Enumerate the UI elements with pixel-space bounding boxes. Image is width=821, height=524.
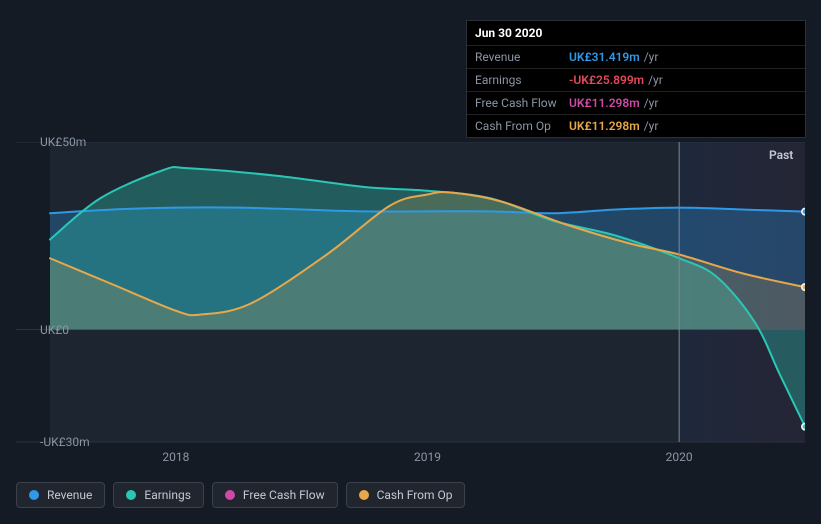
legend-label: Cash From Op bbox=[377, 488, 453, 502]
tooltip-row: RevenueUK£31.419m/yr bbox=[467, 46, 805, 68]
chart-container: Jun 30 2020 RevenueUK£31.419m/yrEarnings… bbox=[0, 0, 821, 524]
tooltip-row-label: Earnings bbox=[475, 73, 569, 87]
legend-item-fcf[interactable]: Free Cash Flow bbox=[212, 482, 338, 508]
legend-label: Free Cash Flow bbox=[243, 488, 325, 502]
legend-swatch bbox=[225, 490, 235, 500]
legend-label: Earnings bbox=[144, 488, 191, 502]
tooltip-row: Earnings-UK£25.899m/yr bbox=[467, 68, 805, 91]
tooltip-row: Cash From OpUK£11.298m/yr bbox=[467, 114, 805, 137]
tooltip-row-value: -UK£25.899m bbox=[569, 73, 644, 87]
x-axis-tick-label: 2018 bbox=[162, 450, 189, 464]
tooltip-row-label: Free Cash Flow bbox=[475, 96, 569, 110]
tooltip-row-value: UK£11.298m bbox=[569, 119, 640, 133]
chart-tooltip: Jun 30 2020 RevenueUK£31.419m/yrEarnings… bbox=[466, 20, 806, 138]
legend-swatch bbox=[359, 490, 369, 500]
tooltip-date: Jun 30 2020 bbox=[467, 21, 805, 46]
legend-item-cfo[interactable]: Cash From Op bbox=[346, 482, 466, 508]
y-axis-tick-label: UK£0 bbox=[40, 323, 69, 337]
tooltip-row-suffix: /yr bbox=[648, 73, 663, 87]
legend-item-revenue[interactable]: Revenue bbox=[16, 482, 105, 508]
past-region-label: Past bbox=[769, 148, 793, 162]
tooltip-row-label: Cash From Op bbox=[475, 119, 569, 133]
legend-swatch bbox=[29, 490, 39, 500]
tooltip-row-value: UK£11.298m bbox=[569, 96, 640, 110]
tooltip-row-suffix: /yr bbox=[644, 96, 659, 110]
x-axis-tick-label: 2020 bbox=[666, 450, 693, 464]
legend-item-earnings[interactable]: Earnings bbox=[113, 482, 204, 508]
x-axis-tick-label: 2019 bbox=[414, 450, 441, 464]
tooltip-row: Free Cash FlowUK£11.298m/yr bbox=[467, 91, 805, 114]
legend-swatch bbox=[126, 490, 136, 500]
tooltip-row-suffix: /yr bbox=[644, 119, 659, 133]
legend-label: Revenue bbox=[47, 488, 92, 502]
y-axis-tick-label: UK£50m bbox=[40, 135, 86, 149]
chart-legend: Revenue Earnings Free Cash Flow Cash From O… bbox=[16, 482, 465, 508]
tooltip-row-suffix: /yr bbox=[644, 50, 659, 64]
tooltip-row-label: Revenue bbox=[475, 50, 569, 64]
tooltip-row-value: UK£31.419m bbox=[569, 50, 640, 64]
y-axis-tick-label: -UK£30m bbox=[40, 435, 90, 449]
chart-plot-area[interactable]: UK£50mUK£0-UK£30m 201820192020 Past bbox=[16, 142, 805, 466]
